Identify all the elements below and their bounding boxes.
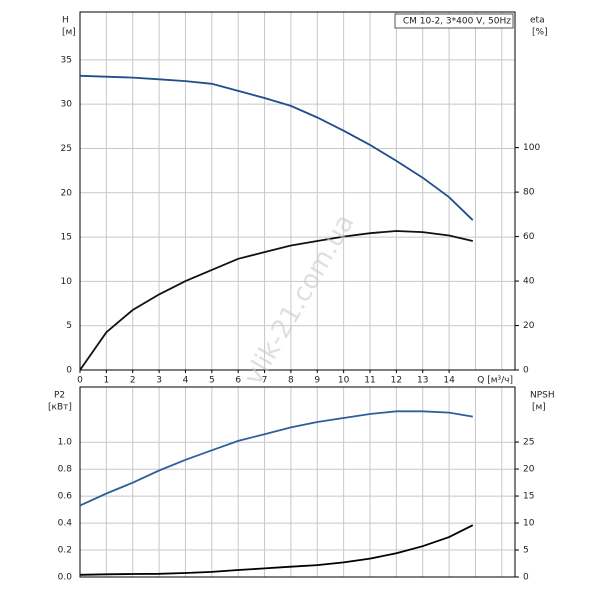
y-axis-label: P2 [54,391,65,401]
y-tick-label: 5 [66,321,72,331]
y-axis-unit: [м] [62,28,76,38]
x-tick-label: 7 [262,376,268,386]
y-tick-label: 1.0 [58,438,73,448]
y2-tick-label: 10 [523,519,535,529]
legend-box [394,13,514,29]
y-tick-label: 35 [61,55,72,65]
y-tick-label: 20 [61,188,73,198]
series-line [79,230,474,371]
y2-tick-label: 20 [523,321,535,331]
y2-tick-label: 5 [523,546,529,556]
y2-tick-label: 80 [523,188,535,198]
y2-tick-label: 40 [523,277,535,287]
y2-tick-label: 60 [523,232,535,242]
series-line [79,524,474,576]
y-tick-label: 0 [66,366,72,376]
x-tick-label: 0 [77,376,83,386]
y-axis-label: H [62,16,69,26]
x-tick-label: 2 [130,376,136,386]
y2-tick-label: 15 [523,492,534,502]
x-tick-label: 6 [235,376,241,386]
series-line [79,410,473,507]
y2-axis-unit: [м] [532,403,546,413]
y-tick-label: 0.8 [58,465,73,475]
x-tick-label: 12 [391,376,402,386]
watermark: vlik-21.com.ua [239,209,361,390]
y2-tick-label: 20 [523,465,535,475]
x-tick-label: 4 [183,376,189,386]
y2-axis-unit: [%] [532,28,548,38]
y-axis-unit: [кВт] [48,403,72,413]
y2-tick-label: 100 [523,143,540,153]
y-tick-label: 30 [61,100,73,110]
x-axis-label: Q [м³/ч] [477,376,513,386]
y2-axis-label: NPSH [530,391,555,401]
series-line [79,74,474,221]
y2-axis-label: eta [530,16,545,26]
x-tick-label: 9 [314,376,320,386]
x-tick-label: 10 [338,376,350,386]
y2-tick-label: 0 [523,573,529,583]
y-tick-label: 0.4 [58,519,73,529]
plot-frame [79,11,516,371]
y-tick-label: 25 [61,144,72,154]
x-tick-label: 1 [103,376,109,386]
x-tick-label: 8 [288,376,294,386]
x-tick-label: 13 [417,376,428,386]
x-tick-label: 11 [364,376,375,386]
y2-tick-label: 25 [523,438,534,448]
y-tick-label: 0.6 [58,492,73,502]
y-tick-label: 10 [61,277,73,287]
y2-tick-label: 0 [523,366,529,376]
y-tick-label: 15 [61,233,72,243]
x-tick-label: 3 [156,376,162,386]
plot-frame [79,386,516,578]
x-tick-label: 14 [443,376,455,386]
y-tick-label: 0.2 [58,546,72,556]
x-tick-label: 5 [209,376,215,386]
y-tick-label: 0.0 [58,573,73,583]
legend-text: CM 10-2, 3*400 V, 50Hz [403,17,511,27]
